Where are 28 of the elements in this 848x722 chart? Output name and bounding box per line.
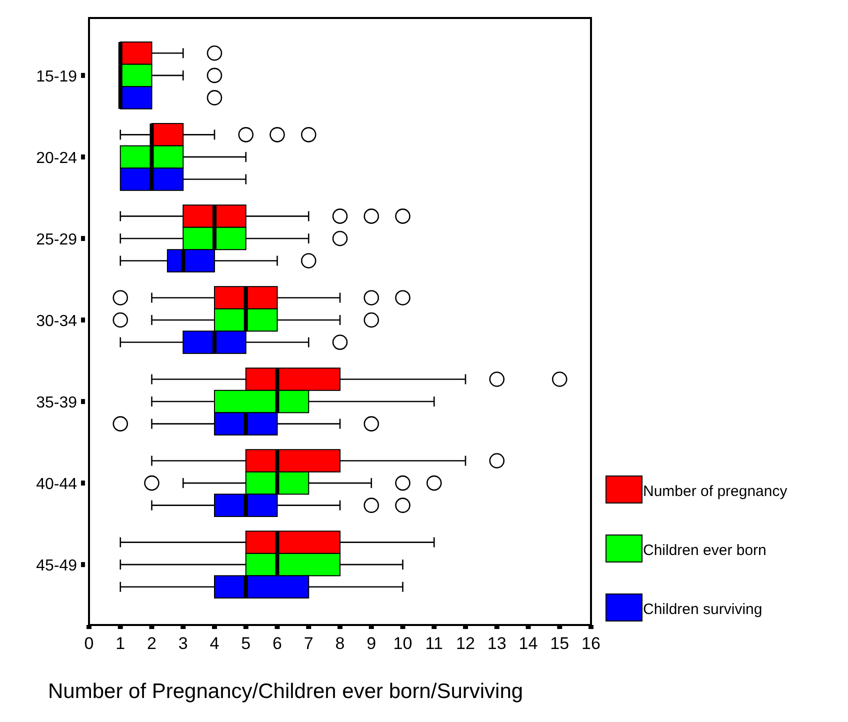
x-tick-label: 14 (518, 634, 538, 653)
x-tick-label: 8 (335, 634, 345, 653)
x-tick-label: 11 (425, 634, 443, 653)
x-tick-label: 7 (304, 634, 314, 653)
y-tick-label: 15-19 (36, 68, 78, 86)
x-tick-label: 1 (116, 634, 126, 653)
y-tick-label: 45-49 (36, 558, 78, 575)
x-tick-label: 15 (550, 634, 570, 653)
x-tick-label: 13 (487, 634, 506, 653)
x-tick-label: 0 (84, 634, 94, 653)
x-tick-label: 2 (147, 634, 156, 653)
y-tick-label: 35-39 (36, 394, 78, 412)
y-tick-label: 20-24 (36, 150, 78, 167)
legend-label: Children ever born (643, 542, 766, 559)
x-axis-title: Number of Pregnancy/Children ever born/Surviving (48, 680, 524, 703)
x-tick-label: 16 (582, 634, 600, 653)
x-tick-label: 5 (241, 634, 251, 653)
y-tick-label: 40-44 (36, 476, 78, 494)
x-tick-label: 9 (366, 634, 376, 653)
x-tick-label: 4 (210, 634, 220, 653)
x-tick-label: 10 (393, 634, 412, 653)
y-tick-label: 30-34 (36, 313, 78, 330)
x-tick-label: 3 (178, 634, 188, 653)
legend-label: Number of pregnancy (643, 483, 788, 500)
x-tick-label: 6 (272, 634, 282, 653)
legend-label: Children surviving (643, 601, 762, 618)
y-tick-label: 25-29 (36, 231, 78, 248)
x-tick-label: 12 (456, 634, 475, 653)
